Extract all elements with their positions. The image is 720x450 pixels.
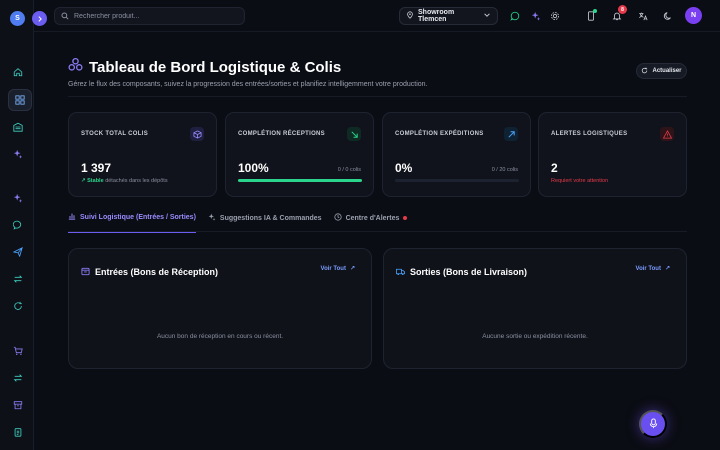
divider <box>68 96 687 97</box>
chevron-right-icon[interactable] <box>32 11 47 26</box>
alerts-sub: Requiert votre attention <box>551 178 609 184</box>
bar-chart-icon <box>68 212 76 222</box>
translate-icon[interactable] <box>636 9 650 23</box>
workspace-avatar[interactable]: S <box>10 11 25 26</box>
mobile-icon[interactable] <box>584 9 598 23</box>
cube-cluster-icon <box>68 57 83 77</box>
online-indicator <box>593 9 597 13</box>
refresh-button[interactable]: Actualiser <box>636 63 687 79</box>
expeditions-progress <box>395 179 519 182</box>
tab-label: Suggestions IA & Commandes <box>219 214 322 222</box>
map-pin-icon <box>406 11 414 21</box>
arrow-up-right-icon: ↗ <box>664 266 670 272</box>
progress-fill <box>238 179 362 182</box>
warehouse-icon[interactable] <box>9 118 27 136</box>
warning-icon <box>660 127 674 141</box>
inbox-icon <box>81 263 90 281</box>
refresh-label: Actualiser <box>652 68 682 74</box>
expeditions-card: COMPLÉTION EXPÉDITIONS 0% 0 / 20 colis <box>382 112 531 197</box>
box-icon <box>190 127 204 141</box>
tab-label: Suivi Logistique (Entrées / Sorties) <box>80 213 196 221</box>
receptions-card: COMPLÉTION RÉCEPTIONS 100% 0 / 0 colis <box>225 112 374 197</box>
gear-icon[interactable] <box>548 9 562 23</box>
entrees-panel: Entrées (Bons de Réception) Voir Tout ↗ … <box>68 248 372 369</box>
user-avatar[interactable]: N <box>685 7 702 24</box>
sparkles-icon[interactable] <box>9 145 27 163</box>
arrow-up-right-icon: ↗ <box>349 266 355 272</box>
empty-state: Aucune sortie ou expédition récente. <box>482 333 588 340</box>
card-label: COMPLÉTION EXPÉDITIONS <box>395 131 484 137</box>
refresh-icon[interactable] <box>9 297 27 315</box>
home-icon[interactable] <box>9 63 27 81</box>
microphone-button[interactable] <box>639 410 667 438</box>
stock-value: 1 397 <box>81 161 112 175</box>
sorties-panel: Sorties (Bons de Livraison) Voir Tout ↗ … <box>383 248 687 369</box>
send-icon[interactable] <box>9 243 27 261</box>
card-label: COMPLÉTION RÉCEPTIONS <box>238 131 325 137</box>
chat-icon[interactable] <box>9 216 27 234</box>
card-label: ALERTES LOGISTIQUES <box>551 131 628 137</box>
transfer-icon[interactable] <box>9 270 27 288</box>
alert-dot <box>403 216 408 220</box>
tab-label: Centre d'Alertes <box>345 214 400 222</box>
page-header: Tableau de Bord Logistique & Colis Gérez… <box>68 57 428 88</box>
search-icon <box>61 7 69 25</box>
search-input[interactable] <box>74 12 234 20</box>
clipboard-icon[interactable] <box>9 423 27 441</box>
notifications-badge: 8 <box>618 5 627 14</box>
stock-card: STOCK TOTAL COLIS 1 397 ↗ Stable détaché… <box>68 112 217 197</box>
moon-icon[interactable] <box>661 9 675 23</box>
stock-sub: ↗ Stable détachés dans les dépôts <box>81 178 168 184</box>
panel-title: Sorties (Bons de Livraison) <box>410 267 528 277</box>
showroom-selector[interactable]: Showroom Tlemcen <box>399 7 498 25</box>
expeditions-value: 0% <box>395 161 413 175</box>
stable-label: Stable <box>87 178 104 184</box>
tab-suivi-logistique[interactable]: Suivi Logistique (Entrées / Sorties) <box>68 212 196 233</box>
sparkles-icon <box>208 213 216 223</box>
dashboard-icon[interactable] <box>8 89 32 111</box>
empty-state: Aucun bon de réception en cours ou récen… <box>156 333 284 340</box>
page-title: Tableau de Bord Logistique & Colis <box>89 58 342 76</box>
sparkles-icon[interactable] <box>529 9 543 23</box>
arrow-down-right-icon <box>347 127 361 141</box>
alerts-card: ALERTES LOGISTIQUES 2 Requiert votre att… <box>538 112 687 197</box>
whatsapp-icon[interactable] <box>508 9 522 23</box>
see-all-label: Voir Tout <box>320 265 346 272</box>
top-bar: Showroom Tlemcen 8 N <box>34 0 720 32</box>
tab-centre-alertes[interactable]: Centre d'Alertes <box>333 212 408 233</box>
receptions-value: 100% <box>238 161 269 175</box>
showroom-label: Showroom Tlemcen <box>418 9 455 23</box>
stock-sub-text: détachés dans les dépôts <box>105 178 168 184</box>
expeditions-count: 0 / 20 colis <box>491 167 518 173</box>
arrow-up-right-icon <box>504 127 518 141</box>
receptions-progress <box>238 179 362 182</box>
sparkles-icon[interactable] <box>9 189 27 207</box>
see-all-link[interactable]: Voir Tout ↗ <box>635 265 670 273</box>
alerts-value: 2 <box>551 161 558 175</box>
bell-icon[interactable]: 8 <box>610 5 627 23</box>
see-all-label: Voir Tout <box>635 265 661 272</box>
card-label: STOCK TOTAL COLIS <box>81 131 148 137</box>
search-bar[interactable] <box>54 7 245 25</box>
cart-icon[interactable] <box>9 342 27 360</box>
transfer-icon[interactable] <box>9 369 27 387</box>
trend-icon: ↗ <box>81 178 86 184</box>
archive-icon[interactable] <box>9 396 27 414</box>
chevron-down-icon <box>483 11 491 21</box>
truck-icon <box>396 263 405 281</box>
microphone-icon <box>648 417 659 432</box>
tabs-divider <box>68 231 687 232</box>
receptions-count: 0 / 0 colis <box>337 167 361 173</box>
sidebar: S <box>0 0 47 450</box>
panel-title: Entrées (Bons de Réception) <box>95 267 219 277</box>
tab-bar: Suivi Logistique (Entrées / Sorties) Sug… <box>68 212 408 233</box>
tab-suggestions-ia[interactable]: Suggestions IA & Commandes <box>208 212 322 233</box>
page-subtitle: Gérez le flux des composants, suivez la … <box>68 81 428 88</box>
refresh-icon <box>641 67 648 76</box>
see-all-link[interactable]: Voir Tout ↗ <box>320 265 355 273</box>
clock-icon <box>333 213 342 223</box>
